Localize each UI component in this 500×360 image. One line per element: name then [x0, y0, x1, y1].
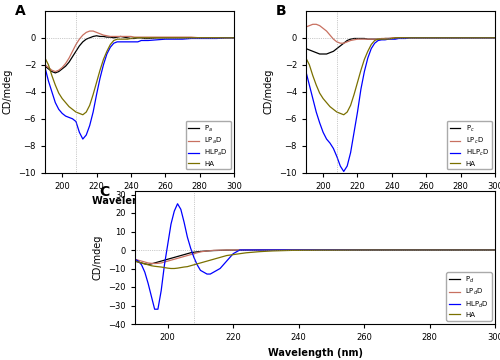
Legend: P$_d$, LP$_d$D, HLP$_d$D, HA: P$_d$, LP$_d$D, HLP$_d$D, HA [446, 272, 492, 320]
Legend: P$_c$, LP$_c$D, HLP$_c$D, HA: P$_c$, LP$_c$D, HLP$_c$D, HA [447, 121, 492, 169]
X-axis label: Wavelength (nm): Wavelength (nm) [268, 348, 362, 357]
Y-axis label: CD/mdeg: CD/mdeg [93, 235, 103, 280]
Text: B: B [276, 4, 286, 18]
Legend: P$_a$, LP$_a$D, HLP$_a$D, HA: P$_a$, LP$_a$D, HLP$_a$D, HA [186, 121, 230, 169]
X-axis label: Wavelength (nm): Wavelength (nm) [353, 197, 448, 206]
X-axis label: Wavelength (nm): Wavelength (nm) [92, 197, 187, 206]
Y-axis label: CD/mdeg: CD/mdeg [3, 69, 13, 114]
Text: C: C [99, 185, 109, 199]
Text: A: A [14, 4, 26, 18]
Y-axis label: CD/mdeg: CD/mdeg [264, 69, 274, 114]
